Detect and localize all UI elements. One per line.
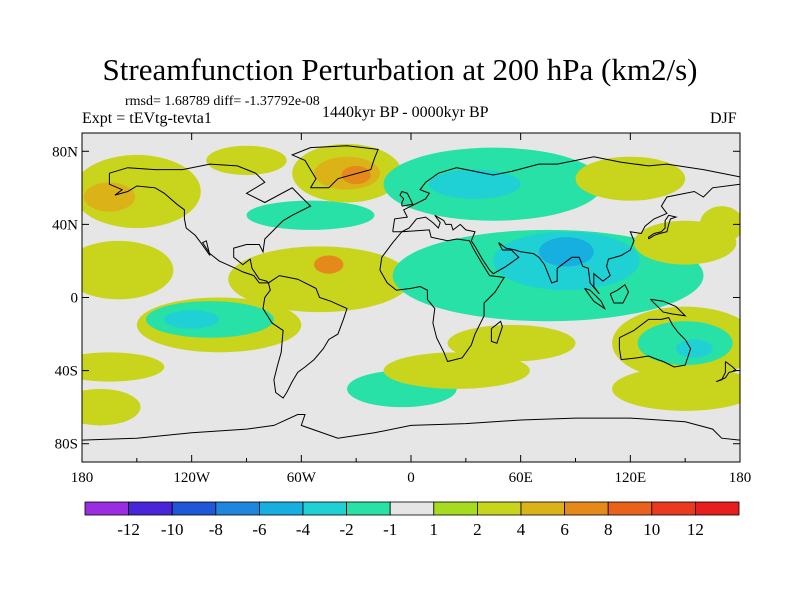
contour-region-20 [447,324,576,362]
contour-region-23 [676,339,713,358]
colorbar-swatch [84,501,129,516]
x-tick-label: 120E [614,470,646,486]
rmsd-stats: rmsd= 1.68789 diff= -1.37792e-08 [125,94,320,109]
experiment-label: Expt = tEVtg-tevta1 [82,110,212,127]
colorbar-swatch [695,501,740,516]
colorbar-swatch [346,501,391,516]
colorbar-label: 6 [560,520,569,539]
colorbar-swatch [433,501,478,516]
coastline-indonesia [584,287,606,310]
colorbar-label: -10 [161,520,184,539]
contour-region-9 [82,240,174,300]
contour-region-8 [246,200,375,230]
y-tick-label: 0 [71,291,79,307]
contour-region-19 [82,352,165,382]
contour-region-27 [82,388,141,426]
coastline-britain [399,190,414,207]
contour-region-28 [575,156,686,201]
colorbar-swatch [302,501,347,516]
colorbar-label: 2 [473,520,482,539]
colorbar-label: 10 [643,520,660,539]
contour-region-5 [206,145,287,176]
y-tick-label: 40S [55,364,78,380]
contour-region-11 [314,255,344,274]
colorbar-swatch [215,501,260,516]
contour-region-10 [228,246,411,313]
colorbar-label: -8 [209,520,223,539]
colorbar-label: -12 [117,520,140,539]
coastline-south-america [262,275,348,399]
colorbar-label: -4 [296,520,311,539]
colorbar-label: 8 [604,520,613,539]
axes: 180 120W 60W 0 60E 120E 180 80N 40N 0 40S 80S [52,133,751,486]
colorbar-swatch [520,501,565,516]
season-label: DJF [710,110,737,127]
colorbar-swatch [651,501,696,516]
colorbar-swatch [564,501,609,516]
contour-region-7 [429,169,521,199]
colorbar-swatch [171,501,217,516]
coastline-africa [379,229,506,363]
contour-region-2 [341,165,371,185]
contour-region-18 [164,310,220,329]
period-label: 1440kyr BP - 0000kyr BP [322,104,489,121]
colorbar: -12 -10 -8 -6 -4 -2 -1 1 2 4 6 8 10 12 [84,501,740,539]
colorbar-swatch [258,501,304,516]
colorbar-swatch [607,501,653,516]
coastlines [82,145,740,441]
colorbar-label: -6 [252,520,266,539]
coastline-australia [618,317,692,368]
colorbar-label: -2 [340,520,354,539]
coastline-antarctica [82,414,740,441]
x-tick-label: 180 [71,470,94,486]
y-tick-label: 80N [52,144,78,160]
colorbar-swatch [128,501,173,516]
coastline-borneo [609,283,630,304]
contour-region-14 [538,237,594,267]
x-tick-label: 60W [287,470,317,486]
colorbar-label: 1 [430,520,439,539]
coastline-europe-asia [392,156,740,295]
coastline-north-america [108,163,312,284]
colorbar-label: -1 [383,520,397,539]
x-tick-label: 0 [407,470,415,486]
colorbar-swatch [476,501,522,516]
coastline-new-guinea [650,298,687,317]
chart-title: Streamfunction Perturbation at 200 hPa (… [102,52,698,87]
x-tick-label: 120W [173,470,211,486]
contour-region-25 [383,352,530,389]
coastline-japan [648,214,678,240]
contour-region-26 [612,366,740,411]
coastline-greenland [290,145,379,189]
y-tick-label: 40N [52,217,78,233]
x-tick-label: 180 [729,470,752,486]
colorbar-swatch [389,501,435,516]
coastline-new-zealand [716,361,738,383]
x-tick-label: 60E [509,470,533,486]
y-tick-label: 80S [55,437,78,453]
contour-region-4 [83,182,136,212]
contour-region-29 [699,206,740,243]
coastline-madagascar [490,320,503,344]
colorbar-label: 4 [517,520,526,539]
colorbar-label: 12 [687,520,704,539]
